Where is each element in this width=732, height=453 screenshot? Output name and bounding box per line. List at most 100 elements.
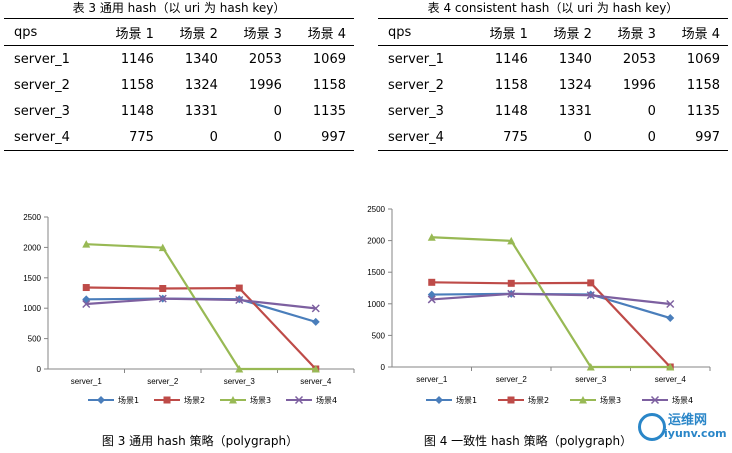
data-point	[311, 317, 320, 326]
data-point	[82, 284, 90, 292]
data-point	[586, 291, 595, 300]
header-cell: 场景 3	[599, 18, 664, 46]
legend-marker	[229, 396, 237, 404]
table-cell: 1996	[622, 77, 656, 93]
table-cell: server_2	[388, 77, 444, 93]
line-chart-consistent-hash: 0 500 1000 1500 2000 2500 server_1 server_2 serv…	[367, 205, 711, 405]
table-cell: server_4	[4, 124, 98, 151]
logo-url: iyunv.com	[664, 427, 727, 440]
table-cell: 1146	[494, 51, 528, 67]
qps-table: qps 场景 1 场景 2 场景 3 场景 4 server_1 1146 13…	[4, 18, 354, 151]
series-line	[86, 297, 316, 310]
data-point	[666, 363, 675, 371]
y-tick-label: 1500	[23, 274, 41, 283]
data-point	[427, 290, 436, 299]
data-point	[235, 295, 244, 305]
legend-marker	[507, 396, 515, 404]
table-header-row: qps 场景 1 场景 2 场景 3 场景 4	[378, 18, 728, 46]
x-tick-label: server_3	[224, 377, 256, 386]
chart-caption: 图 3 通用 hash 策略（polygraph）	[101, 434, 299, 448]
data-point	[666, 299, 675, 309]
x-tick-label: server_4	[300, 377, 332, 386]
y-tick-label: 2000	[23, 243, 41, 252]
y-tick-label: 1000	[367, 300, 385, 309]
legend-marker	[163, 396, 171, 404]
table-cell: 1148	[120, 103, 154, 119]
x-tick-label: server_4	[655, 375, 687, 384]
table-cell: server_3	[388, 103, 444, 119]
table-cell: 0	[599, 124, 664, 151]
legend-label: 场景1	[118, 396, 139, 405]
x-tick-label: server_2	[147, 377, 179, 386]
table-cell: 0	[161, 124, 226, 151]
qps-table: qps 场景 1 场景 2 场景 3 场景 4 server_1 1146 13…	[378, 18, 728, 151]
legend-label: 场景3	[250, 396, 271, 405]
table-row: server_2 1158 1324 1996 1158	[4, 72, 354, 98]
legend-label: 场景4	[316, 396, 337, 405]
data-point	[587, 279, 595, 287]
legend-label: 场景1	[456, 396, 477, 405]
table-cell: server_1	[14, 51, 70, 67]
data-point	[159, 285, 167, 293]
table-block-3: 表 3 通用 hash（以 uri 为 hash key） qps 场景 1 场…	[4, 0, 354, 151]
table-cell: server_3	[14, 103, 70, 119]
table-cell: 1148	[494, 103, 528, 119]
logo-name: 运维网	[668, 413, 708, 428]
table-cell: 1158	[686, 77, 720, 93]
data-point	[428, 278, 436, 286]
legend-marker	[579, 396, 587, 404]
x-tick-label: server_3	[575, 375, 607, 384]
table-cell: 2053	[622, 51, 656, 67]
table-cell: 1331	[558, 103, 592, 119]
legend-marker	[650, 395, 660, 405]
header-cell: qps	[4, 18, 98, 46]
header-cell: 场景 4	[663, 18, 728, 46]
legend-label: 场景4	[672, 396, 693, 405]
series-line	[86, 286, 317, 370]
header-cell: 场景 1	[471, 18, 536, 46]
y-tick-label: 0	[381, 363, 386, 372]
legend-label: 场景2	[184, 396, 205, 405]
data-point	[311, 304, 320, 313]
data-point	[507, 279, 515, 287]
table-cell: 0	[273, 103, 282, 119]
header-cell: 场景 2	[161, 18, 226, 46]
x-tick-label: server_1	[71, 377, 103, 386]
table-cell: 1331	[184, 103, 218, 119]
table-row: server_2 1158 1324 1996 1158	[378, 72, 728, 98]
data-point	[82, 240, 91, 248]
table-cell: 1340	[558, 51, 592, 67]
table-cell: 1324	[558, 77, 592, 93]
table-row: server_1 1146 1340 2053 1069	[378, 46, 728, 73]
legend-marker	[294, 395, 304, 405]
header-cell: 场景 4	[289, 18, 354, 46]
data-point	[666, 314, 675, 323]
y-tick-label: 2000	[367, 237, 385, 246]
table-row: server_3 1148 1331 0 1135	[378, 98, 728, 124]
table-row: server_3 1148 1331 0 1135	[4, 98, 354, 124]
table-cell: 1069	[686, 51, 720, 67]
table-cell: 0	[647, 103, 656, 119]
legend-label: 场景2	[528, 396, 549, 405]
table-cell: 775	[97, 124, 162, 151]
table-cell: 775	[471, 124, 536, 151]
y-tick-label: 500	[28, 335, 42, 344]
y-tick-label: 0	[37, 365, 42, 374]
data-point	[586, 363, 595, 371]
table-cell: 1069	[312, 51, 346, 67]
data-point	[158, 243, 167, 252]
table-cell: server_4	[378, 124, 472, 151]
data-point	[427, 295, 436, 304]
table-cell: 2053	[248, 51, 282, 67]
series-line	[86, 243, 316, 371]
table-cell: 997	[663, 124, 728, 151]
y-tick-label: 1500	[367, 268, 385, 277]
header-cell: qps	[378, 18, 472, 46]
chart-caption: 图 4 一致性 hash 策略（polygraph）	[423, 434, 633, 448]
table-row: server_4 775 0 0 997	[378, 124, 728, 151]
y-tick-label: 2500	[367, 205, 385, 214]
data-point	[507, 289, 516, 298]
x-tick-label: server_1	[416, 375, 448, 384]
table-header-row: qps 场景 1 场景 2 场景 3 场景 4	[4, 18, 354, 46]
y-tick-label: 1000	[23, 304, 41, 313]
